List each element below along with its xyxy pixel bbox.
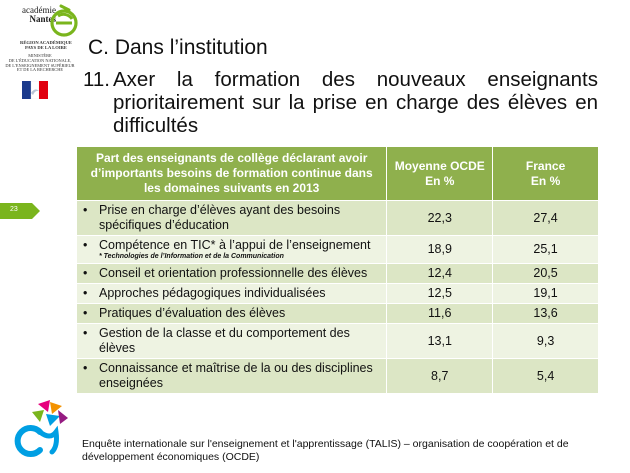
header-domain: Part des enseignants de collège déclaran… <box>75 146 388 201</box>
table-row: • Pratiques d’évaluation des élèves 11,6 … <box>75 303 599 324</box>
academie-wordmark: académie Nantes <box>16 6 56 24</box>
row-france-value: 13,6 <box>492 303 599 324</box>
row-france-value: 5,4 <box>492 358 599 394</box>
row-label-cell: • Approches pédagogiques individualisées <box>75 283 388 304</box>
row-ocde-value: 11,6 <box>386 303 494 324</box>
row-footnote: * Technologies de l’Information et de la… <box>99 253 284 260</box>
point-number: 11. <box>83 68 110 91</box>
row-label: Pratiques d’évaluation des élèves <box>99 306 286 320</box>
academie-line2: Nantes <box>29 14 57 24</box>
row-label-cell: • Conseil et orientation professionnelle … <box>75 263 388 284</box>
row-ocde-value: 22,3 <box>386 200 494 236</box>
header-france: France En % <box>492 146 599 201</box>
table-row: • Conseil et orientation professionnelle … <box>75 263 599 284</box>
header-ocde-text: Moyenne OCDE En % <box>394 158 485 188</box>
row-label: Conseil et orientation professionnelle d… <box>99 266 368 280</box>
source-footnote: Enquête internationale sur l'enseignemen… <box>82 438 569 463</box>
academie-a-logo-icon <box>14 400 68 457</box>
marianne-flag-icon <box>22 81 48 99</box>
row-france-value: 27,4 <box>492 200 599 236</box>
ministere-line4: ET DE LA RECHERCHE <box>16 67 64 73</box>
point-text: Axer la formation des nouveaux enseignan… <box>113 68 598 137</box>
bullet: • <box>83 306 88 320</box>
ministere-label: MINISTÈRE DE L'ÉDUCATION NATIONALE, DE L… <box>2 53 78 73</box>
table-row: • Prise en charge d’élèves ayant des beso… <box>75 200 599 236</box>
row-france-value: 9,3 <box>492 323 599 359</box>
ministere-line3: DE L'ENSEIGNEMENT SUPÉRIEUR <box>5 62 75 68</box>
row-label-cell: • Compétence en TIC* à l’appui de l’ensei… <box>75 235 388 264</box>
table-row: • Approches pédagogiques individualisées … <box>75 283 599 304</box>
row-label-cell: • Gestion de la classe et du comportement… <box>75 323 388 359</box>
slide-number: 23 <box>10 206 18 213</box>
row-ocde-value: 12,5 <box>386 283 494 304</box>
row-label: Connaissance et maîtrise de la ou des di… <box>99 361 373 390</box>
slide-number-tab: 23 <box>0 203 40 219</box>
region-line1: RÉGION ACADÉMIQUE <box>20 40 72 45</box>
row-ocde-value: 13,1 <box>386 323 494 359</box>
table-row: • Compétence en TIC* à l’appui de l’ensei… <box>75 235 599 264</box>
row-label: Approches pédagogiques individualisées <box>99 286 326 300</box>
table-row: • Gestion de la classe et du comportement… <box>75 323 599 359</box>
academie-logo: académie Nantes RÉGION ACADÉMIQUE PAYS D… <box>10 4 80 50</box>
row-france-value: 20,5 <box>492 263 599 284</box>
bullet: • <box>83 238 88 252</box>
ministere-line1: MINISTÈRE <box>28 53 52 58</box>
row-label-cell: • Connaissance et maîtrise de la ou des d… <box>75 358 388 394</box>
academie-e-icon <box>50 4 78 37</box>
ministere-line2: DE L'ÉDUCATION NATIONALE, <box>8 57 72 63</box>
point-heading: 11. Axer la formation des nouveaux ensei… <box>83 68 598 137</box>
bullet: • <box>83 361 88 375</box>
table-row: • Connaissance et maîtrise de la ou des d… <box>75 358 599 394</box>
row-ocde-value: 12,4 <box>386 263 494 284</box>
region-label: RÉGION ACADÉMIQUE PAYS DE LA LOIRE <box>10 40 82 50</box>
row-france-value: 19,1 <box>492 283 599 304</box>
region-line2: PAYS DE LA LOIRE <box>25 45 67 50</box>
training-needs-table: Part des enseignants de collège déclaran… <box>75 146 599 394</box>
bullet: • <box>83 203 88 217</box>
section-title: C. Dans l’institution <box>88 36 268 59</box>
row-label: Prise en charge d’élèves ayant des besoi… <box>99 203 341 232</box>
row-ocde-value: 8,7 <box>386 358 494 394</box>
bullet: • <box>83 326 88 340</box>
row-ocde-value: 18,9 <box>386 235 494 264</box>
slide-number-arrow-icon <box>0 203 40 219</box>
row-france-value: 25,1 <box>492 235 599 264</box>
row-label: Gestion de la classe et du comportement … <box>99 326 350 355</box>
header-ocde: Moyenne OCDE En % <box>386 146 494 201</box>
bullet: • <box>83 266 88 280</box>
row-label-cell: • Pratiques d’évaluation des élèves <box>75 303 388 324</box>
academie-line1: académie <box>22 5 56 15</box>
row-label-cell: • Prise en charge d’élèves ayant des beso… <box>75 200 388 236</box>
bullet: • <box>83 286 88 300</box>
row-label: Compétence en TIC* à l’appui de l’enseig… <box>99 238 371 252</box>
table-header-row: Part des enseignants de collège déclaran… <box>75 146 599 201</box>
header-france-text: France En % <box>525 158 566 188</box>
